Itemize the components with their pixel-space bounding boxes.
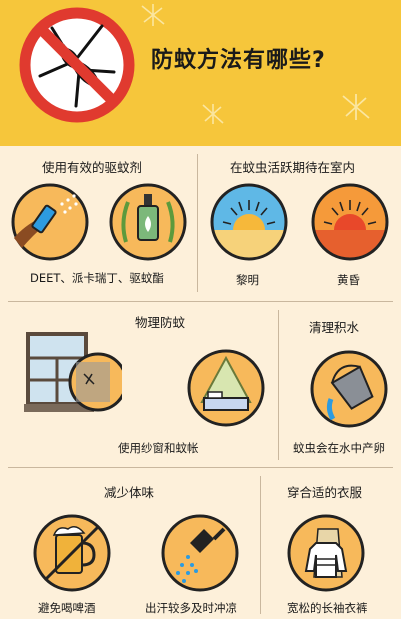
mosquito-decoration-icon	[202, 104, 224, 124]
page-title: 防蚊方法有哪些?	[151, 48, 326, 73]
section-heading-odor: 减少体味	[104, 485, 155, 500]
mosquito-decoration-icon	[342, 94, 370, 120]
bed-net-icon	[187, 349, 265, 427]
header-banner: 防蚊方法有哪些?	[0, 0, 401, 146]
clothing-caption: 宽松的长袖衣裤	[287, 601, 368, 615]
divider	[197, 154, 198, 292]
mosquito-decoration-icon	[141, 4, 165, 26]
water-caption: 蚊虫会在水中产卵	[293, 441, 385, 455]
section-heading-water: 清理积水	[309, 320, 360, 335]
shower-caption: 出汗较多及时冲凉	[145, 601, 237, 615]
pouring-bucket-icon	[310, 350, 388, 428]
beer-icon	[33, 514, 111, 592]
window-screen-icon	[24, 332, 122, 412]
sunrise-icon	[210, 183, 288, 261]
section-heading-repellent: 使用有效的驱蚊剂	[42, 160, 143, 175]
sunset-icon	[311, 183, 389, 261]
physical-caption: 使用纱窗和蚊帐	[118, 441, 199, 455]
section-heading-physical: 物理防蚊	[135, 315, 186, 330]
divider	[260, 476, 261, 614]
divider	[8, 301, 393, 302]
no-mosquito-icon	[19, 7, 135, 123]
beer-caption: 避免喝啤酒	[38, 601, 96, 615]
section-heading-stay-indoors: 在蚊虫活跃期待在室内	[230, 160, 356, 175]
spray-icon	[11, 183, 89, 261]
repellent-bottle-icon	[109, 183, 187, 261]
section-heading-clothing: 穿合适的衣服	[287, 485, 363, 500]
dusk-label: 黄昏	[337, 273, 360, 287]
divider	[278, 310, 279, 460]
repellent-caption: DEET、派卡瑞丁、驱蚊酯	[30, 271, 164, 285]
shower-icon	[161, 514, 239, 592]
dawn-label: 黎明	[236, 273, 259, 287]
divider	[8, 467, 393, 468]
long-sleeve-clothes-icon	[287, 514, 365, 592]
